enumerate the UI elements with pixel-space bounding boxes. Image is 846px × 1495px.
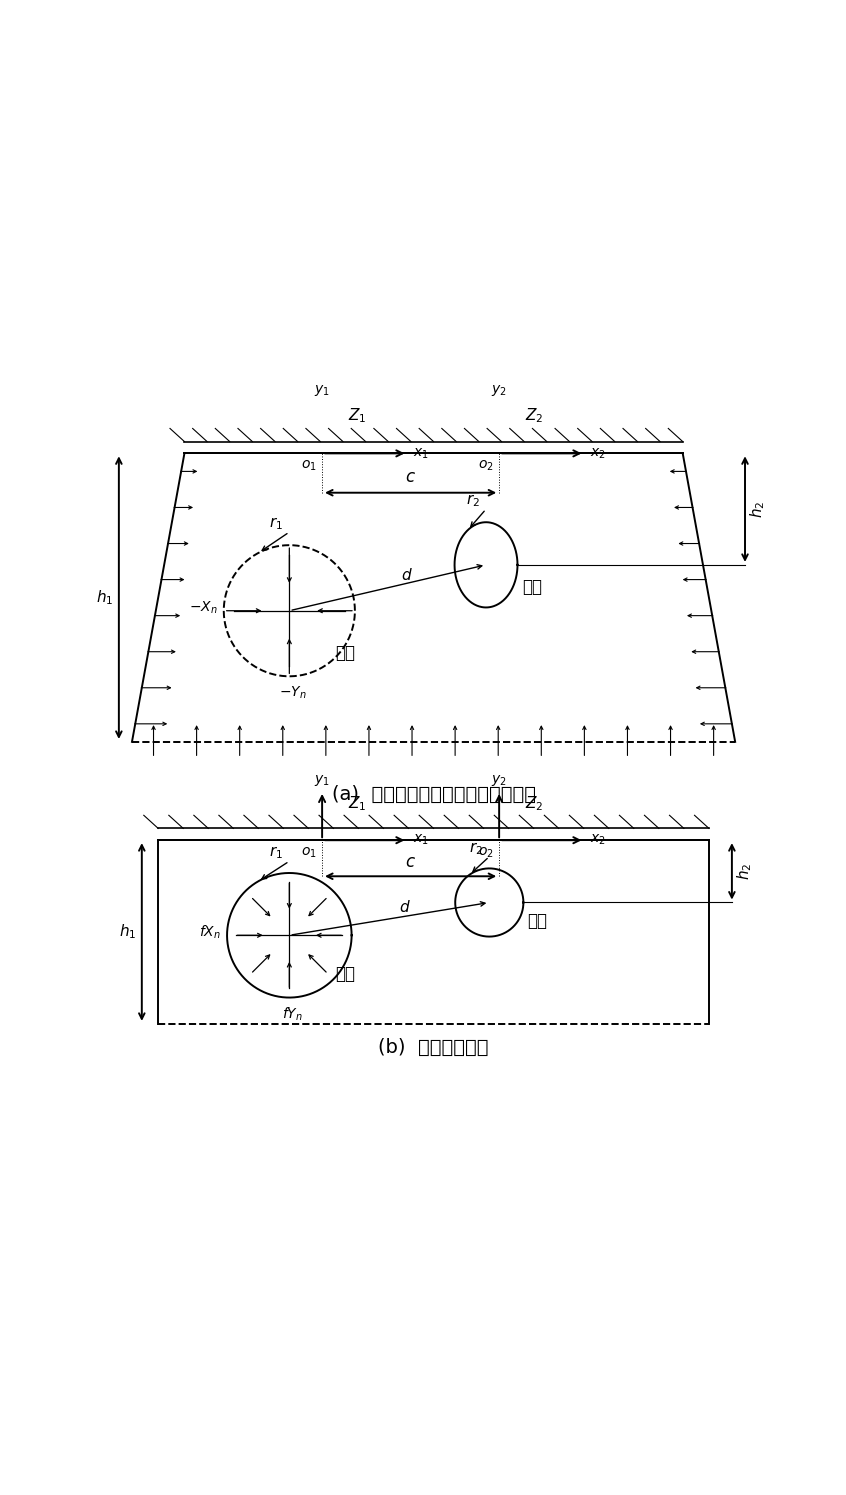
Text: $Z_1$: $Z_1$	[349, 794, 367, 813]
Text: $-Y_n$: $-Y_n$	[279, 685, 306, 701]
Text: $x_2$: $x_2$	[590, 446, 606, 460]
Text: $d$: $d$	[399, 898, 411, 915]
Text: $x_1$: $x_1$	[413, 833, 428, 848]
Text: $Z_2$: $Z_2$	[525, 794, 544, 813]
Text: $h_2$: $h_2$	[735, 863, 754, 881]
Text: $c$: $c$	[405, 468, 416, 486]
Text: $c$: $c$	[405, 854, 416, 872]
Text: $fX_n$: $fX_n$	[199, 924, 221, 940]
Text: $r_2$: $r_2$	[469, 840, 483, 857]
Text: $o_1$: $o_1$	[301, 459, 317, 472]
Text: $h_1$: $h_1$	[119, 922, 136, 942]
Text: (a)  隧道未开挖模型（初始应力场）: (a) 隧道未开挖模型（初始应力场）	[332, 785, 536, 803]
Text: $r_1$: $r_1$	[269, 845, 283, 861]
Text: $r_1$: $r_1$	[269, 516, 283, 532]
Text: $x_2$: $x_2$	[590, 833, 606, 848]
Text: $y_2$: $y_2$	[492, 773, 507, 788]
Text: $h_1$: $h_1$	[96, 588, 113, 607]
Text: 隧道: 隧道	[335, 643, 355, 661]
Text: (b)  隧道开挖模型: (b) 隧道开挖模型	[378, 1038, 489, 1057]
Text: $fY_n$: $fY_n$	[283, 1006, 303, 1023]
Text: $r_2$: $r_2$	[465, 492, 480, 510]
Text: 隧道: 隧道	[335, 964, 355, 982]
Text: $d$: $d$	[401, 567, 413, 583]
Text: $y_1$: $y_1$	[314, 773, 330, 788]
Text: $Z_2$: $Z_2$	[525, 405, 544, 425]
Text: 空洞: 空洞	[527, 912, 547, 930]
Text: $o_1$: $o_1$	[301, 846, 317, 860]
Text: $-X_n$: $-X_n$	[189, 599, 217, 616]
Text: $h_2$: $h_2$	[748, 501, 767, 517]
Text: 空洞: 空洞	[522, 579, 542, 597]
Text: $o_2$: $o_2$	[478, 846, 494, 860]
Text: $Z_1$: $Z_1$	[349, 405, 367, 425]
Text: $y_1$: $y_1$	[314, 383, 330, 398]
Text: $x_1$: $x_1$	[413, 446, 428, 460]
Text: $o_2$: $o_2$	[478, 459, 494, 472]
Text: $y_2$: $y_2$	[492, 383, 507, 398]
